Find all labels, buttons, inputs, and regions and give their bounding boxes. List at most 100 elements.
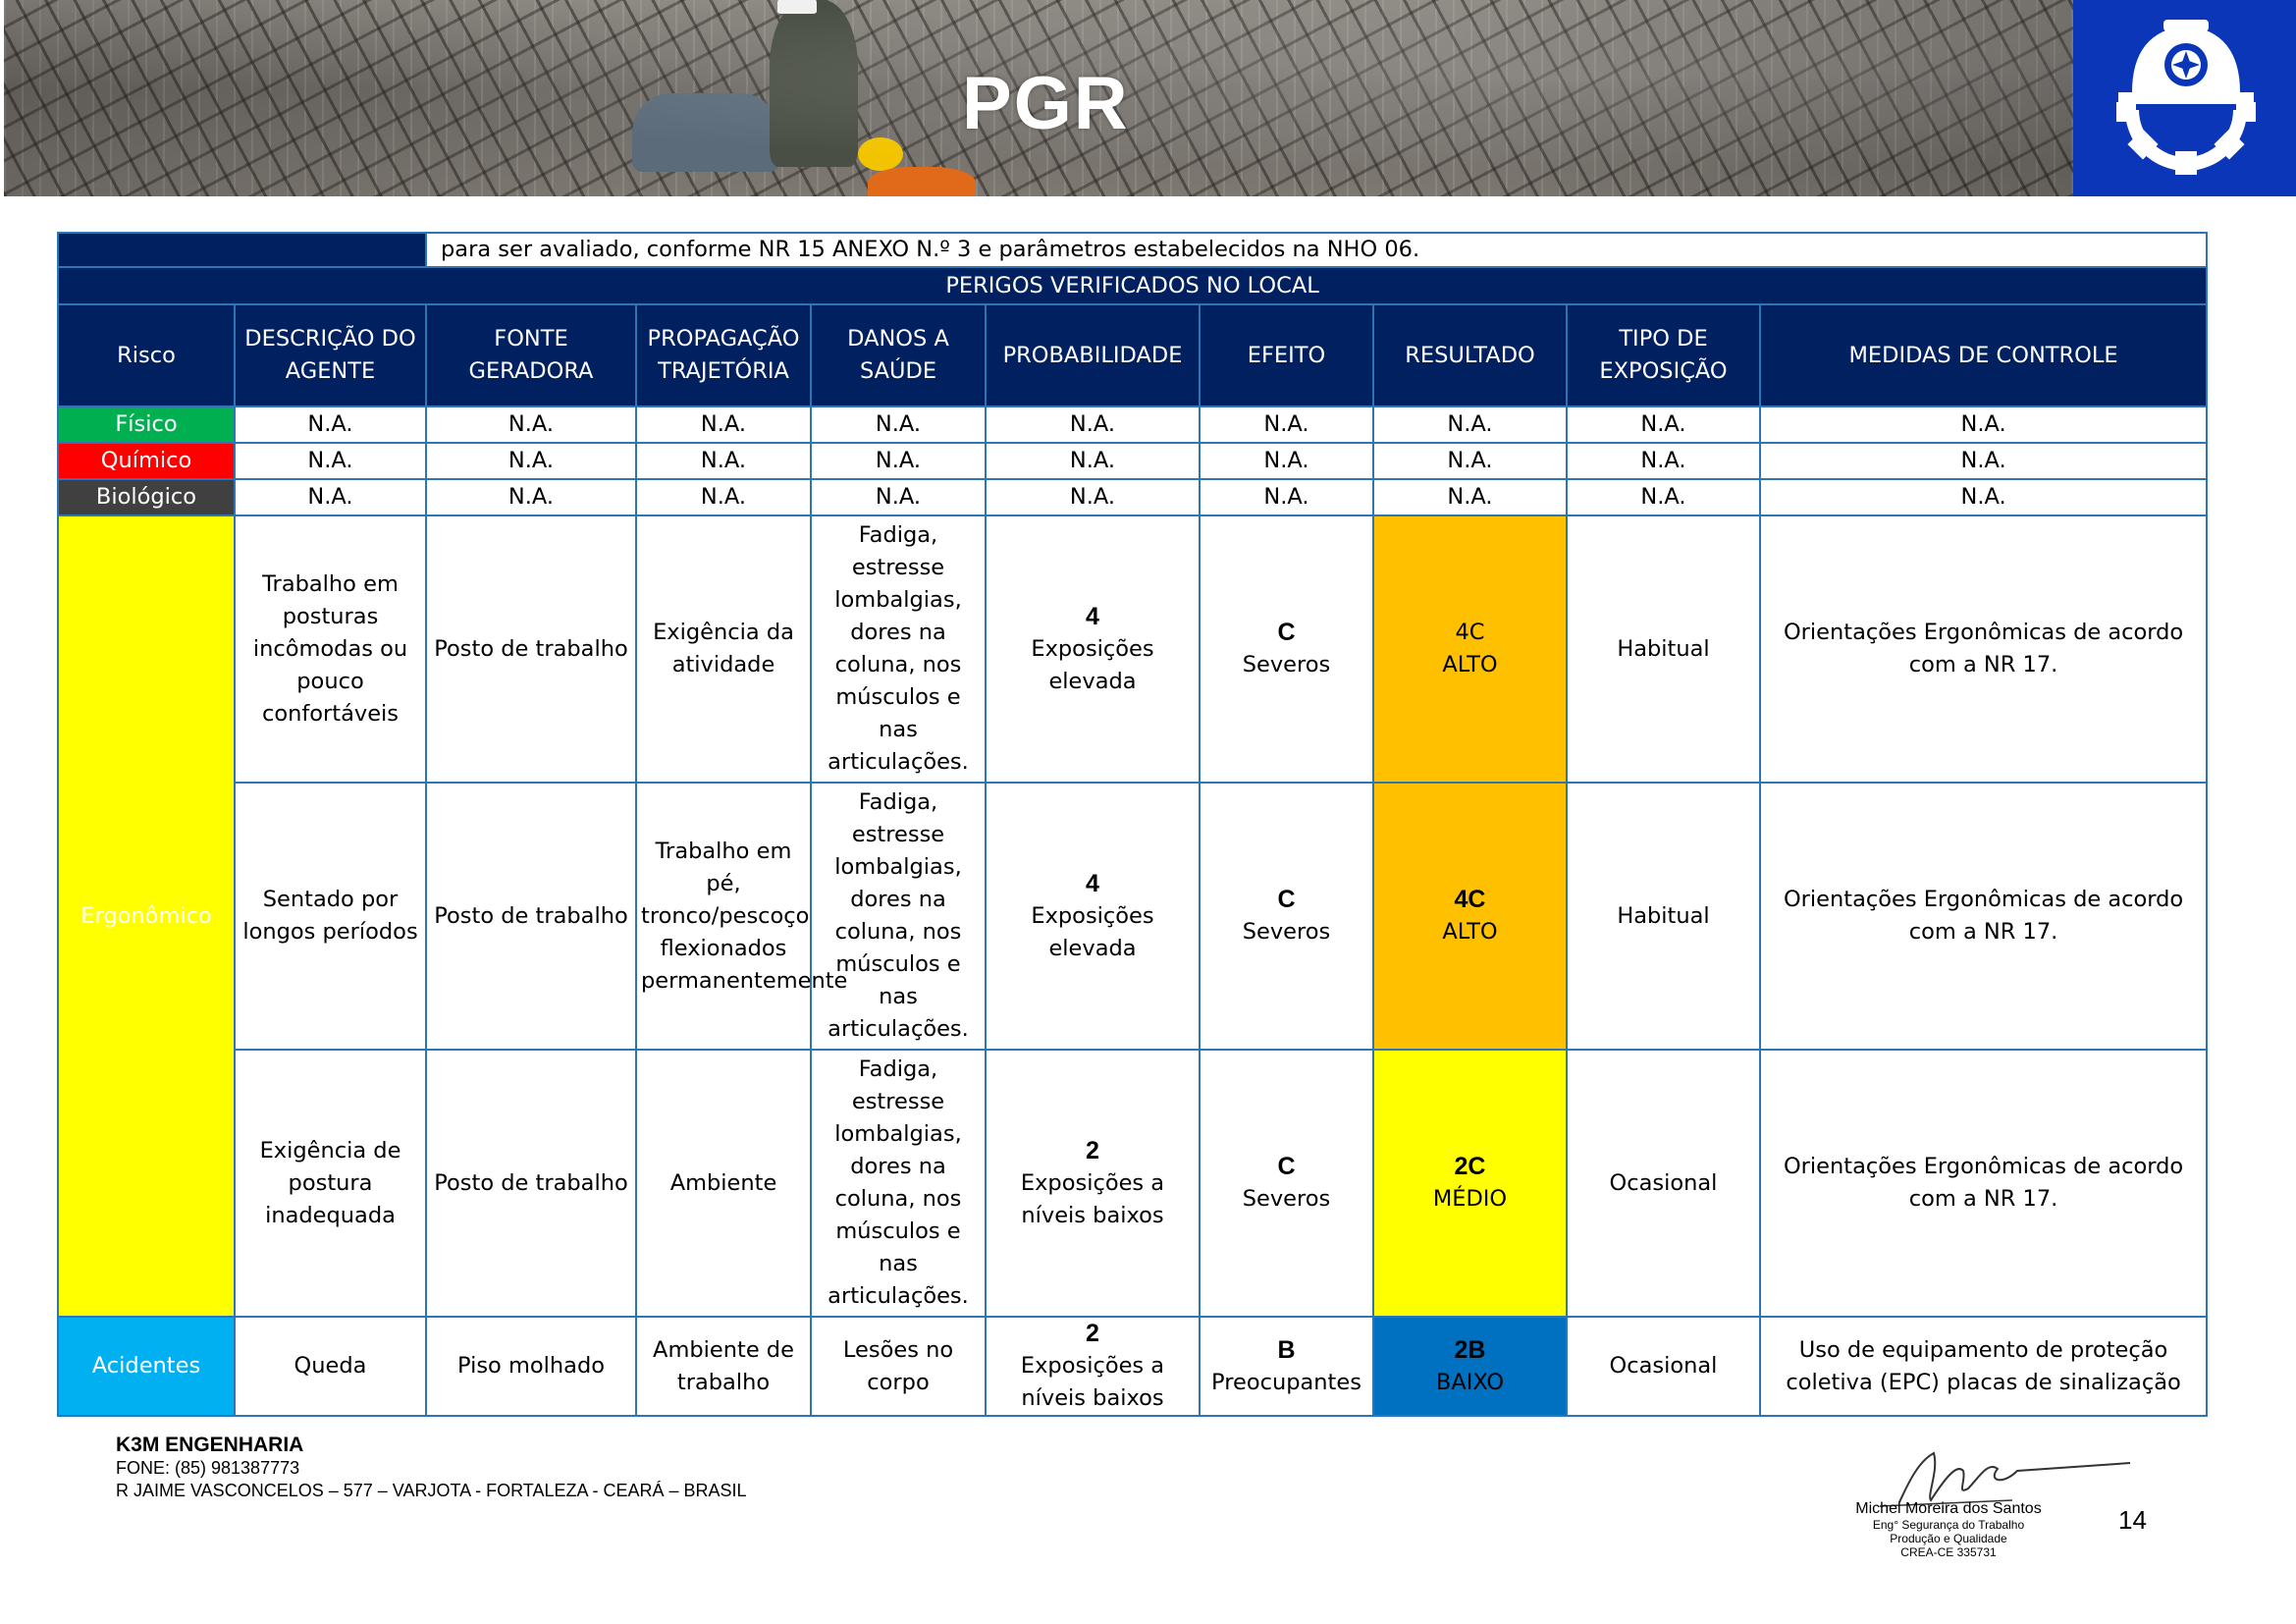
table-row-quimico: Químico N.A. N.A. N.A. N.A. N.A. N.A. N.… xyxy=(57,442,2209,480)
col-header-danos: DANOS A SAÚDE xyxy=(810,303,987,407)
probabilidade-text: Exposições a níveis baixos xyxy=(1020,1353,1165,1411)
descricao-cell: Queda xyxy=(234,1316,427,1417)
descricao-cell: Trabalho em posturas incômodas ou pouco … xyxy=(234,514,427,784)
signature-name: Michel Moreira dos Santos xyxy=(1855,1500,2042,1517)
page-title: PGR xyxy=(962,62,1130,145)
table-cell: N.A. xyxy=(635,406,812,444)
efeito-text: Severos xyxy=(1242,919,1331,945)
medidas-cell: Orientações Ergonômicas de acordo com a … xyxy=(1758,782,2209,1051)
descricao-cell: Sentado por longos períodos xyxy=(234,782,427,1051)
risk-category-fisico: Físico xyxy=(57,406,236,444)
exposicao-cell: Habitual xyxy=(1566,514,1761,784)
table-header-row: Risco DESCRIÇÃO DO AGENTE FONTE GERADORA… xyxy=(57,303,2209,407)
company-phone: FONE: (85) 981387773 xyxy=(116,1458,300,1478)
propagacao-cell: Ambiente xyxy=(635,1049,812,1318)
table-cell: N.A. xyxy=(425,442,637,480)
probabilidade-value: 4 xyxy=(1086,869,1099,897)
table-row-ergonomico-3: Exigência de postura inadequada Posto de… xyxy=(58,1049,2209,1318)
table-cell: N.A. xyxy=(1372,442,1568,480)
resultado-code: 2C xyxy=(1454,1153,1486,1180)
probabilidade-cell: 4 Exposições elevada xyxy=(985,514,1201,784)
table-cell: N.A. xyxy=(1758,478,2209,516)
propagacao-cell: Exigência da atividade xyxy=(635,514,812,784)
table-cell: N.A. xyxy=(1199,406,1374,444)
probabilidade-text: Exposições elevada xyxy=(1031,635,1154,694)
table-cell: N.A. xyxy=(1199,442,1374,480)
resultado-text: MÉDIO xyxy=(1432,1186,1508,1212)
table-cell: N.A. xyxy=(1566,442,1761,480)
table-cell: N.A. xyxy=(635,478,812,516)
efeito-cell: B Preocupantes xyxy=(1199,1316,1374,1417)
descricao-cell: Exigência de postura inadequada xyxy=(234,1049,427,1318)
risk-category-acidentes: Acidentes xyxy=(57,1316,236,1417)
medidas-cell: Uso de equipamento de proteção coletiva … xyxy=(1758,1316,2209,1417)
col-header-exposicao: TIPO DE EXPOSIÇÃO xyxy=(1566,303,1761,407)
probabilidade-text: Exposições a níveis baixos xyxy=(1020,1169,1165,1228)
table-row-ergonomico-1: Ergonômico Trabalho em posturas incômoda… xyxy=(57,514,2209,1318)
danos-cell: Fadiga, estresse lombalgias, dores na co… xyxy=(810,514,987,784)
probabilidade-cell: 2 Exposições a níveis baixos xyxy=(985,1316,1201,1417)
fonte-cell: Posto de trabalho xyxy=(425,1049,637,1318)
header-banner-photo: PGR xyxy=(4,0,2073,196)
probabilidade-value: 2 xyxy=(1086,1136,1099,1164)
table-cell: N.A. xyxy=(810,442,987,480)
efeito-letter: B xyxy=(1277,1335,1296,1364)
table-cell: N.A. xyxy=(635,442,812,480)
propagacao-cell: Trabalho em pé, tronco/pescoço flexionad… xyxy=(635,782,847,1051)
table-cell: N.A. xyxy=(234,478,427,516)
section-title: PERIGOS VERIFICADOS NO LOCAL xyxy=(56,266,2209,305)
exposicao-cell: Habitual xyxy=(1566,782,1761,1051)
danos-cell: Fadiga, estresse lombalgias, dores na co… xyxy=(810,1049,987,1318)
risk-table: para ser avaliado, conforme NR 15 ANEXO … xyxy=(56,232,2209,1417)
table-cell: N.A. xyxy=(1372,406,1568,444)
resultado-cell: 2B BAIXO xyxy=(1372,1316,1568,1417)
table-row-acidentes: Acidentes Queda Piso molhado Ambiente de… xyxy=(57,1316,2209,1417)
probabilidade-cell: 4 Exposições elevada xyxy=(985,782,1201,1051)
table-cell: N.A. xyxy=(425,478,637,516)
resultado-code: 2B xyxy=(1454,1335,1486,1364)
company-logo xyxy=(2073,0,2296,196)
exposicao-cell: Ocasional xyxy=(1566,1049,1761,1318)
risk-category-biologico: Biológico xyxy=(57,478,236,516)
efeito-text: Preocupantes xyxy=(1211,1369,1362,1395)
table-cell: N.A. xyxy=(1566,406,1761,444)
probabilidade-cell: 2 Exposições a níveis baixos xyxy=(985,1049,1201,1318)
helmet-gear-icon xyxy=(2116,20,2256,175)
signature-role: Eng° Segurança do Trabalho xyxy=(1872,1518,2025,1532)
table-cell: N.A. xyxy=(985,406,1201,444)
top-note-label-cell xyxy=(57,232,427,268)
signature-crea: CREA-CE 335731 xyxy=(1900,1545,1997,1559)
resultado-text: BAIXO xyxy=(1435,1369,1505,1395)
risk-category-quimico: Químico xyxy=(57,442,236,480)
table-cell: N.A. xyxy=(810,406,987,444)
table-row-ergonomico-2: Sentado por longos períodos Posto de tra… xyxy=(58,782,2209,1051)
col-header-fonte: FONTE GERADORA xyxy=(425,303,637,407)
resultado-cell: 4C ALTO xyxy=(1372,514,1568,784)
fonte-cell: Posto de trabalho xyxy=(425,514,637,784)
danos-cell: Fadiga, estresse lombalgias, dores na co… xyxy=(810,782,987,1051)
col-header-medidas: MEDIDAS DE CONTROLE xyxy=(1758,303,2209,407)
efeito-letter: C xyxy=(1277,1153,1296,1180)
probabilidade-text: Exposições elevada xyxy=(1031,902,1154,961)
exposicao-cell: Ocasional xyxy=(1566,1316,1761,1417)
efeito-text: Severos xyxy=(1242,652,1331,677)
efeito-cell: C Severos xyxy=(1199,1049,1374,1318)
company-address: R JAIME VASCONCELOS – 577 – VARJOTA - FO… xyxy=(116,1481,747,1500)
top-note: para ser avaliado, conforme NR 15 ANEXO … xyxy=(424,232,2209,268)
fonte-cell: Piso molhado xyxy=(425,1316,637,1417)
resultado-text: ALTO xyxy=(1442,652,1498,677)
table-cell: N.A. xyxy=(425,406,637,444)
resultado-text: ALTO xyxy=(1442,919,1498,945)
company-name: K3M ENGENHARIA xyxy=(116,1434,304,1456)
resultado-cell: 4C ALTO xyxy=(1372,782,1568,1051)
handwritten-signature xyxy=(1879,1451,2131,1507)
medidas-cell: Orientações Ergonômicas de acordo com a … xyxy=(1758,1049,2209,1318)
resultado-code: 4C xyxy=(1454,886,1486,913)
table-row-biologico: Biológico N.A. N.A. N.A. N.A. N.A. N.A. … xyxy=(57,478,2209,516)
col-header-descricao: DESCRIÇÃO DO AGENTE xyxy=(234,303,427,407)
propagacao-cell: Ambiente de trabalho xyxy=(635,1316,812,1417)
page-number: 14 xyxy=(2118,1505,2147,1535)
table-cell: N.A. xyxy=(1758,442,2209,480)
table-cell: N.A. xyxy=(985,478,1201,516)
table-cell: N.A. xyxy=(1372,478,1568,516)
